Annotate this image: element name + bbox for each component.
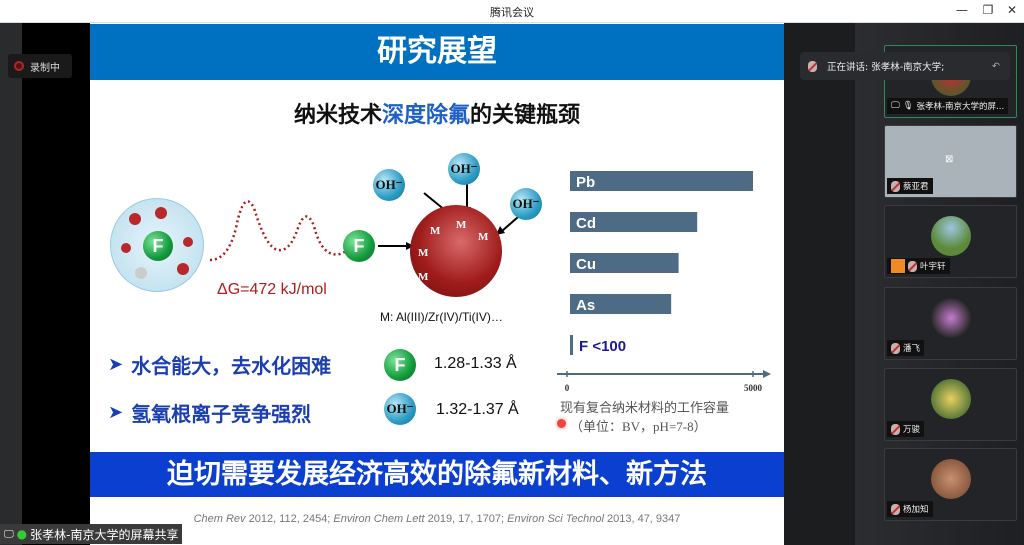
references: Chem Rev 2012, 112, 2454; Environ Chem L… [193,513,681,525]
screen-share-icon: 🖵 [891,101,900,111]
recording-indicator[interactable]: 录制中 [8,54,72,78]
host-icon [891,259,905,273]
chart-unit-caption: （单位：BV，pH=7-8） [570,419,707,434]
participant-tile[interactable]: 潘飞 [884,287,1017,360]
delta-g-label: ΔG=472 kJ/mol [217,281,327,298]
bar-f [570,335,573,355]
mic-muted-icon [891,180,900,192]
energy-barrier-curve [209,200,356,262]
left-strip [0,23,90,545]
mic-muted-icon [808,60,817,72]
bullet-hydroxide: ➤ 氢氧根离子竞争强烈 [108,402,312,426]
x-tick-label: 5000 [744,383,763,393]
window-title: 腾讯会议 [490,6,534,19]
chart-caption: 现有复合纳米材料的工作容量 [560,401,730,416]
screen-share-icon: 🖵 [4,528,14,540]
x-axis-arrow [763,370,771,378]
bar-label: Cu [576,256,596,273]
mic-muted-icon [891,503,900,515]
fluoride-radius: 1.28-1.33 Å [434,355,517,372]
slide-banner: 迫切需要发展经济高效的除氟新材料、新方法 [90,452,784,497]
bullet-hydration: ➤ 水合能大，去水化困难 [108,354,332,378]
hydrated-fluoride-illustration: F [110,198,204,292]
recording-label: 录制中 [30,62,60,74]
participant-tile[interactable]: ⊠ 蔡亚君 [884,125,1017,198]
bar-cu [570,253,679,273]
metals-caption: M: Al(III)/Zr(IV)/Ti(IV)… [380,310,503,324]
bar-label: Pb [576,174,595,191]
restore-button[interactable]: ❐ [982,3,994,17]
mic-muted-icon [908,260,917,272]
hydroxide-ion: OH⁻ [448,153,480,185]
participant-tile[interactable]: 万骏 [884,368,1017,441]
close-button[interactable]: ✕ [1006,3,1018,17]
mic-icon: 🎙 [902,101,914,111]
bar-as [570,294,672,314]
mic-muted-icon [891,342,900,354]
fluoride-ion: F [384,349,416,381]
speaker-text: 正在讲话: 张孝林-南京大学; [827,62,945,73]
bar-label: F <100 [579,338,626,355]
capacity-bar-chart: Pb Cd Cu As F <100 0 5000 [557,171,771,393]
camera-off-icon: ⊠ [945,154,954,165]
hydroxide-ion: OH⁻ [510,188,542,220]
fluoride-ion: F [143,231,173,261]
hydroxide-radius: 1.32-1.37 Å [436,401,519,418]
bar-pb [570,171,753,191]
hydroxide-ion: OH⁻ [384,393,416,425]
record-icon [14,61,24,71]
fluoride-ion: F [343,230,375,262]
minimize-button[interactable]: — [956,3,968,17]
bar-label: Cd [576,215,596,232]
undo-icon[interactable]: ↶ [992,60,1000,72]
speaker-banner: 正在讲话: 张孝林-南京大学; ↶ [800,52,1010,80]
slide-title: 研究展望 [90,24,784,80]
window-titlebar: 腾讯会议 — ❐ ✕ [0,0,1024,23]
bar-cd [570,212,698,232]
participant-tile[interactable]: 杨加知 [884,448,1017,521]
screen-share-label: 🖵 ● 张孝林-南京大学的屏幕共享 [0,524,183,544]
x-tick-label: 0 [565,383,570,393]
hydroxide-ion: OH⁻ [373,169,405,201]
bar-label: As [576,297,595,314]
laser-pointer [557,419,566,428]
mic-muted-icon [891,423,900,435]
participant-tile[interactable]: 叶宇轩 [884,205,1017,278]
slide-subtitle: 纳米技术深度除氟的关键瓶颈 [293,103,581,128]
mic-icon: ● [16,527,28,541]
